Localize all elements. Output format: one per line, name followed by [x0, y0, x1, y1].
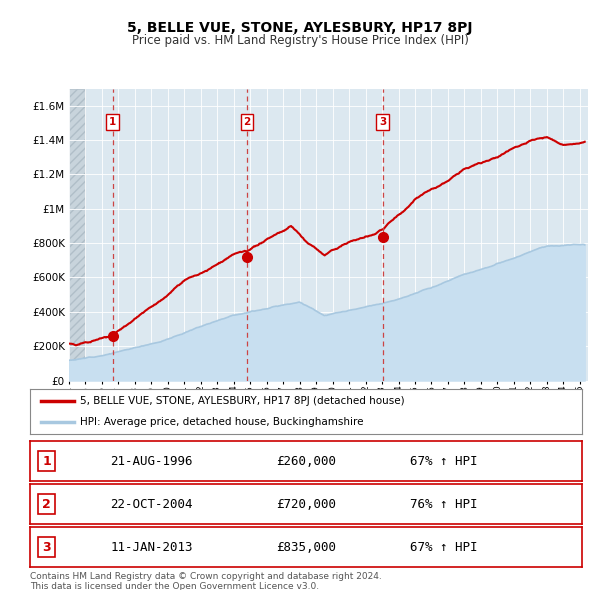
- Text: 1: 1: [42, 454, 51, 467]
- Text: 67% ↑ HPI: 67% ↑ HPI: [410, 454, 478, 467]
- Text: 67% ↑ HPI: 67% ↑ HPI: [410, 540, 478, 553]
- Bar: [69, 88, 85, 381]
- Text: £835,000: £835,000: [276, 540, 336, 553]
- Text: 5, BELLE VUE, STONE, AYLESBURY, HP17 8PJ (detached house): 5, BELLE VUE, STONE, AYLESBURY, HP17 8PJ…: [80, 396, 404, 407]
- Text: 22-OCT-2004: 22-OCT-2004: [110, 497, 193, 510]
- Text: Contains HM Land Registry data © Crown copyright and database right 2024.
This d: Contains HM Land Registry data © Crown c…: [30, 572, 382, 590]
- Text: Price paid vs. HM Land Registry's House Price Index (HPI): Price paid vs. HM Land Registry's House …: [131, 34, 469, 47]
- Text: 76% ↑ HPI: 76% ↑ HPI: [410, 497, 478, 510]
- Text: HPI: Average price, detached house, Buckinghamshire: HPI: Average price, detached house, Buck…: [80, 417, 363, 427]
- Text: 21-AUG-1996: 21-AUG-1996: [110, 454, 193, 467]
- Text: 2: 2: [244, 117, 251, 127]
- Text: £260,000: £260,000: [276, 454, 336, 467]
- Text: 1: 1: [109, 117, 116, 127]
- Text: 3: 3: [42, 540, 51, 553]
- Text: 2: 2: [42, 497, 51, 510]
- Text: 11-JAN-2013: 11-JAN-2013: [110, 540, 193, 553]
- Text: 5, BELLE VUE, STONE, AYLESBURY, HP17 8PJ: 5, BELLE VUE, STONE, AYLESBURY, HP17 8PJ: [127, 21, 473, 35]
- Text: 3: 3: [379, 117, 386, 127]
- Text: £720,000: £720,000: [276, 497, 336, 510]
